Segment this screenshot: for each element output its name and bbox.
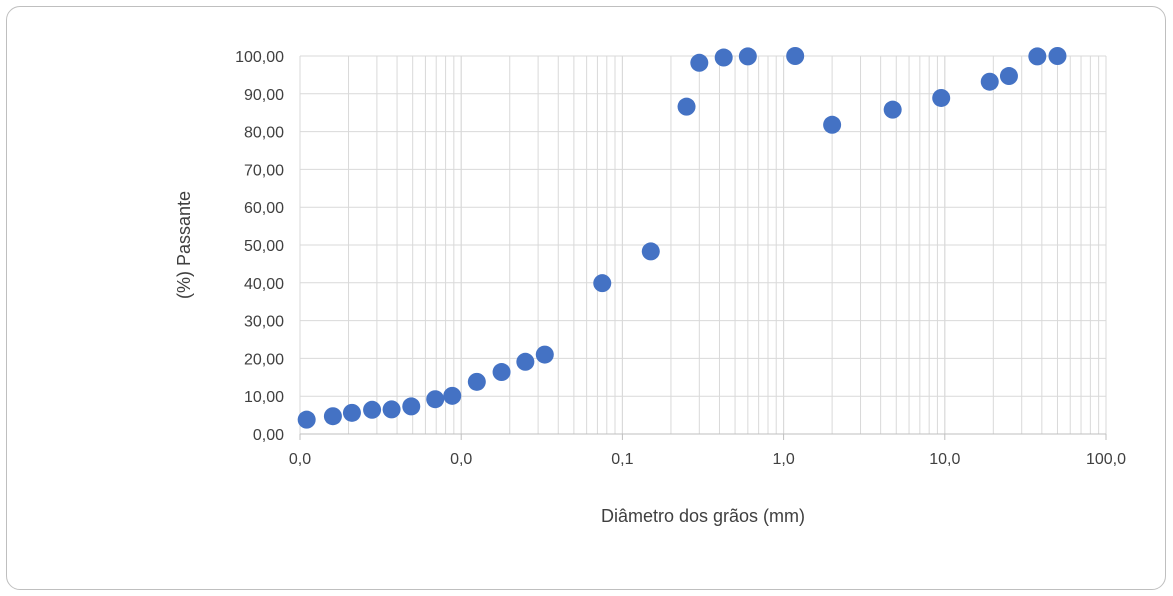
data-point [467,372,486,391]
data-point [342,403,361,422]
y-tick-label: 10,00 [244,389,284,406]
data-point [786,47,805,65]
y-tick-label: 80,00 [244,125,284,142]
data-point [492,363,511,382]
data-point [402,397,421,416]
data-point [382,400,401,419]
x-tick-label: 10,0 [929,451,960,468]
data-point [980,72,999,91]
y-axis-title: (%) Passante [174,191,194,299]
y-tick-label: 70,00 [244,162,284,179]
data-point [883,100,902,119]
data-point [690,53,709,72]
x-tick-label: 0,0 [289,451,311,468]
data-point [535,345,554,364]
y-tick-label: 90,00 [244,87,284,104]
axes [299,433,1107,440]
data-point [1048,47,1067,65]
y-tick-label: 0,00 [253,427,284,444]
grid-lines [299,55,1107,435]
y-tick-label: 20,00 [244,351,284,368]
data-point [323,407,342,426]
y-tick-label: 50,00 [244,238,284,255]
y-tick-label: 40,00 [244,276,284,293]
chart-frame [6,6,1166,590]
x-tick-labels: 0,0 0,0 0,1 1,0 10,0 100,0 [289,451,1126,468]
x-axis-title: Diâmetro dos grãos (mm) [601,506,805,526]
y-tick-label: 100,00 [235,49,284,66]
data-point [932,88,951,107]
data-point [677,97,696,116]
data-point [593,274,612,293]
data-points [297,47,1067,429]
data-point [823,115,842,134]
data-point [641,242,660,261]
data-point [516,352,535,371]
data-point [1028,47,1047,66]
data-point [443,386,462,405]
data-point [714,48,733,67]
x-tick-label: 100,0 [1086,451,1126,468]
x-tick-label: 0,1 [611,451,633,468]
x-tick-label: 1,0 [772,451,794,468]
data-point [999,67,1018,86]
data-point [297,410,316,429]
y-tick-label: 30,00 [244,314,284,331]
data-point [363,400,382,419]
data-point [426,390,445,409]
y-tick-label: 60,00 [244,200,284,217]
y-tick-labels: 0,00 10,00 20,00 30,00 40,00 50,00 60,00 70,00 8… [235,49,284,444]
data-point [738,47,757,66]
x-tick-label: 0,0 [450,451,472,468]
